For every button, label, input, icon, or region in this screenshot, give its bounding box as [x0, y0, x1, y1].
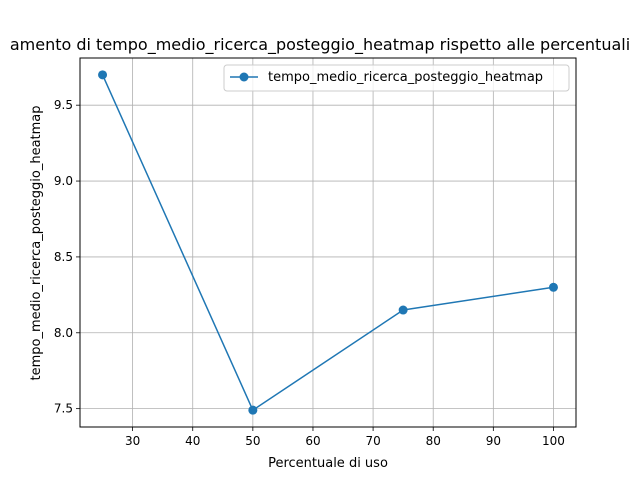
x-tick-label: 80: [426, 434, 441, 448]
x-tick-label: 70: [365, 434, 380, 448]
y-tick-label: 8.5: [54, 250, 73, 264]
x-tick-label: 50: [245, 434, 260, 448]
x-axis: 30 40 50 60 70 80 90 100: [125, 427, 565, 448]
y-tick-label: 8.0: [54, 326, 73, 340]
legend-entry: tempo_medio_ricerca_posteggio_heatmap: [268, 70, 543, 85]
x-tick-label: 100: [542, 434, 565, 448]
plot-frame: [79, 57, 577, 428]
y-tick-label: 9.0: [54, 174, 73, 188]
legend-marker-swatch: [239, 72, 249, 82]
x-axis-label: Percentuale di uso: [268, 456, 388, 471]
grid: [80, 58, 576, 427]
y-axis-label: tempo_medio_ricerca_posteggio_heatmap: [29, 105, 44, 380]
data-point: [548, 282, 558, 292]
x-tick-label: 40: [185, 434, 200, 448]
y-axis: 7.5 8.0 8.5 9.0 9.5: [54, 98, 80, 416]
y-tick-label: 7.5: [54, 402, 73, 416]
legend-box: [223, 64, 570, 92]
x-tick-label: 90: [486, 434, 501, 448]
chart-title: amento di tempo_medio_ricerca_posteggio_…: [10, 35, 630, 55]
x-tick-label: 30: [125, 434, 140, 448]
data-point: [98, 70, 108, 80]
series-line: [101, 74, 554, 411]
data-point: [398, 305, 408, 315]
legend: tempo_medio_ricerca_posteggio_heatmap: [223, 64, 570, 92]
x-tick-label: 60: [305, 434, 320, 448]
series: [98, 70, 558, 415]
data-point: [248, 405, 258, 415]
y-tick-label: 9.5: [54, 98, 73, 112]
